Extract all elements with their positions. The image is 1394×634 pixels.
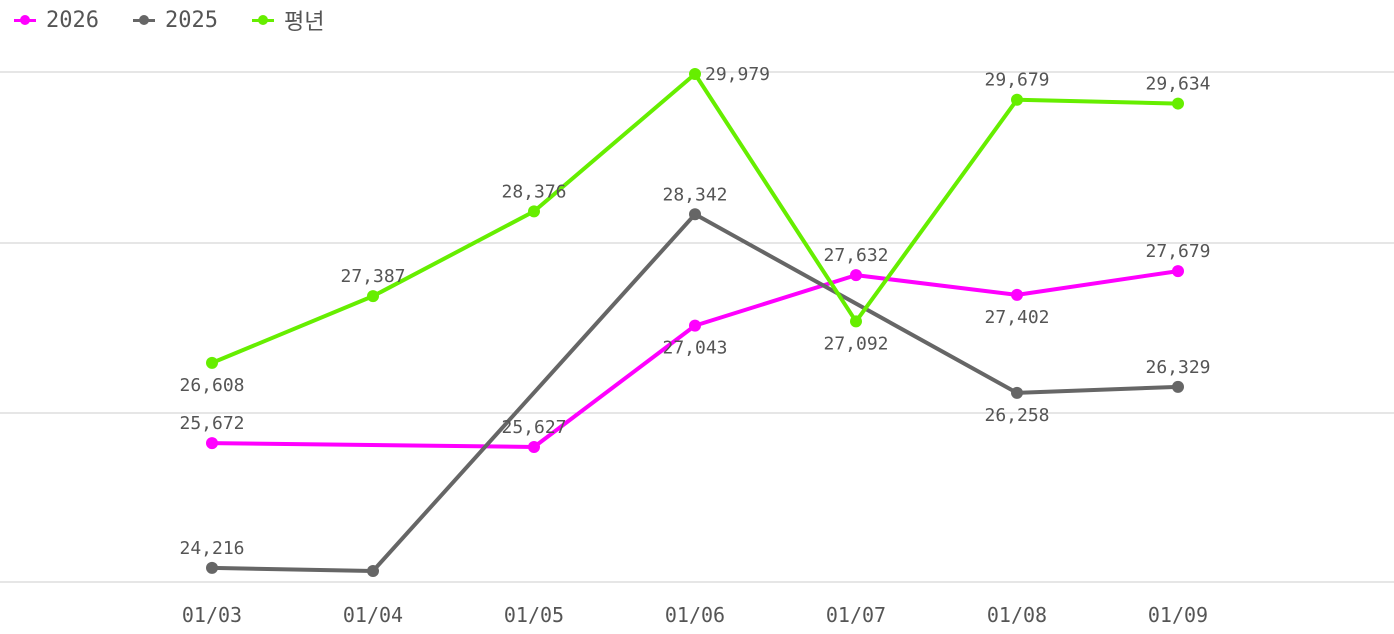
data-label-1-6: 26,329 bbox=[1145, 357, 1210, 378]
data-point-0-6[interactable] bbox=[1172, 265, 1184, 278]
data-labels: 25,672 25,627 27,043 27,632 27,402 27,679 24,2… bbox=[179, 64, 1210, 559]
legend-marker-2026 bbox=[14, 13, 36, 27]
x-tick-label-6: 01/09 bbox=[1148, 603, 1208, 627]
data-point-2-4[interactable] bbox=[850, 315, 862, 328]
data-point-1-3[interactable] bbox=[689, 208, 701, 221]
data-point-2-1[interactable] bbox=[367, 290, 379, 303]
data-point-0-5[interactable] bbox=[1011, 288, 1023, 301]
x-tick-label-5: 01/08 bbox=[987, 603, 1047, 627]
legend-item-2025[interactable]: 2025 bbox=[132, 7, 218, 33]
data-point-0-3[interactable] bbox=[689, 319, 701, 332]
data-label-2-2: 28,376 bbox=[501, 181, 566, 202]
data-label-0-0: 25,672 bbox=[179, 413, 244, 434]
data-point-0-4[interactable] bbox=[850, 269, 862, 282]
legend-item-average[interactable]: 평년 bbox=[251, 4, 325, 36]
data-label-0-3: 27,043 bbox=[662, 338, 727, 359]
chart-legend: 2026 2025 평년 bbox=[14, 4, 324, 36]
x-tick-label-0: 01/03 bbox=[182, 603, 242, 627]
x-axis: 01/03 01/04 01/05 01/06 01/07 01/08 01/09 bbox=[182, 603, 1208, 627]
gridlines bbox=[0, 71, 1394, 583]
data-point-2-3[interactable] bbox=[689, 68, 701, 80]
data-label-0-6: 27,679 bbox=[1145, 241, 1210, 262]
data-point-2-2[interactable] bbox=[528, 205, 540, 218]
data-point-0-0[interactable] bbox=[206, 437, 218, 450]
data-point-1-0[interactable] bbox=[206, 561, 218, 574]
data-label-2-3: 29,979 bbox=[705, 64, 770, 85]
data-point-2-6[interactable] bbox=[1172, 97, 1184, 110]
data-label-0-4: 27,632 bbox=[823, 245, 888, 266]
data-label-2-6: 29,634 bbox=[1145, 74, 1210, 95]
data-label-2-5: 29,679 bbox=[984, 70, 1049, 91]
data-point-2-5[interactable] bbox=[1011, 93, 1023, 106]
data-label-2-4: 27,092 bbox=[823, 333, 888, 354]
legend-item-2026[interactable]: 2026 bbox=[14, 8, 99, 33]
legend-label-2025: 2025 bbox=[164, 7, 218, 33]
legend-label-2026: 2026 bbox=[46, 7, 99, 33]
series-layer bbox=[206, 68, 1184, 577]
series-line-0 bbox=[211, 269, 1179, 449]
data-point-1-5[interactable] bbox=[1011, 386, 1023, 399]
data-label-1-5: 26,258 bbox=[984, 405, 1049, 426]
data-label-1-0: 24,216 bbox=[179, 538, 244, 559]
data-point-0-2[interactable] bbox=[528, 440, 540, 453]
data-label-0-5: 27,402 bbox=[984, 307, 1049, 328]
data-point-2-0[interactable] bbox=[206, 356, 218, 369]
data-point-1-1[interactable] bbox=[367, 565, 379, 577]
x-tick-label-1: 01/04 bbox=[343, 603, 403, 627]
data-label-2-1: 27,387 bbox=[340, 266, 405, 287]
x-tick-label-4: 01/07 bbox=[826, 603, 886, 627]
data-label-1-3: 28,342 bbox=[662, 184, 727, 205]
x-tick-label-2: 01/05 bbox=[504, 603, 564, 627]
legend-label-average: 평년 bbox=[283, 10, 325, 35]
data-label-0-2: 25,627 bbox=[501, 417, 566, 438]
legend-marker-average bbox=[251, 13, 274, 27]
data-label-2-0: 26,608 bbox=[179, 375, 244, 396]
legend-marker-2025 bbox=[132, 13, 155, 27]
x-tick-label-3: 01/06 bbox=[665, 603, 725, 627]
data-point-1-6[interactable] bbox=[1172, 380, 1184, 393]
